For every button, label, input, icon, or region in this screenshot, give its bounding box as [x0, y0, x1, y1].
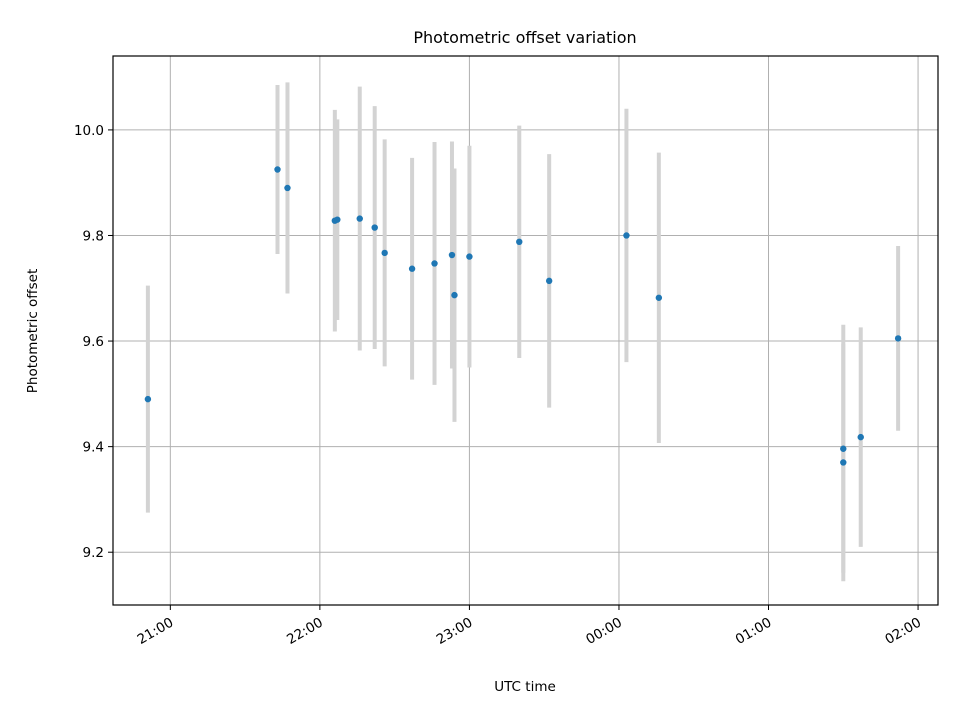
data-points — [144, 166, 902, 466]
data-point — [623, 232, 630, 239]
y-tick-label: 9.2 — [83, 545, 104, 561]
data-point — [466, 253, 473, 260]
x-axis-ticks: 21:00 22:00 23:00 00:00 01:00 02:00 — [135, 605, 924, 648]
data-point — [857, 433, 864, 441]
x-tick-label: 23:00 — [434, 615, 476, 648]
data-point — [356, 215, 363, 222]
data-point — [894, 335, 902, 342]
data-point — [334, 216, 341, 223]
data-point — [274, 166, 281, 173]
data-point — [381, 249, 388, 257]
y-tick-label: 9.8 — [83, 228, 104, 244]
y-tick-label: 10.0 — [74, 123, 104, 139]
data-point — [448, 251, 456, 259]
y-axis-label: Photometric offset — [25, 269, 41, 393]
y-axis-ticks: 9.2 9.4 9.6 9.8 10.0 — [74, 123, 113, 561]
grid-lines — [113, 56, 938, 605]
x-tick-label: 00:00 — [583, 615, 625, 648]
data-point — [545, 277, 553, 285]
data-point — [371, 224, 378, 231]
data-point — [284, 184, 291, 192]
plot-frame — [112, 55, 939, 606]
x-tick-label: 22:00 — [284, 615, 326, 648]
data-point — [840, 459, 847, 466]
y-tick-label: 9.4 — [83, 440, 104, 456]
x-tick-label: 02:00 — [882, 615, 924, 648]
error-bars — [145, 82, 901, 582]
x-tick-label: 21:00 — [135, 615, 177, 648]
data-point — [408, 265, 416, 272]
x-tick-label: 01:00 — [733, 615, 775, 648]
y-tick-label: 9.6 — [83, 334, 104, 350]
data-point — [840, 445, 847, 452]
x-axis-label: UTC time — [494, 679, 556, 695]
data-point — [144, 395, 152, 403]
data-point — [451, 291, 458, 299]
data-point — [655, 294, 663, 301]
data-point — [516, 238, 523, 246]
chart-title: Photometric offset variation — [413, 28, 636, 47]
data-point — [431, 260, 438, 267]
